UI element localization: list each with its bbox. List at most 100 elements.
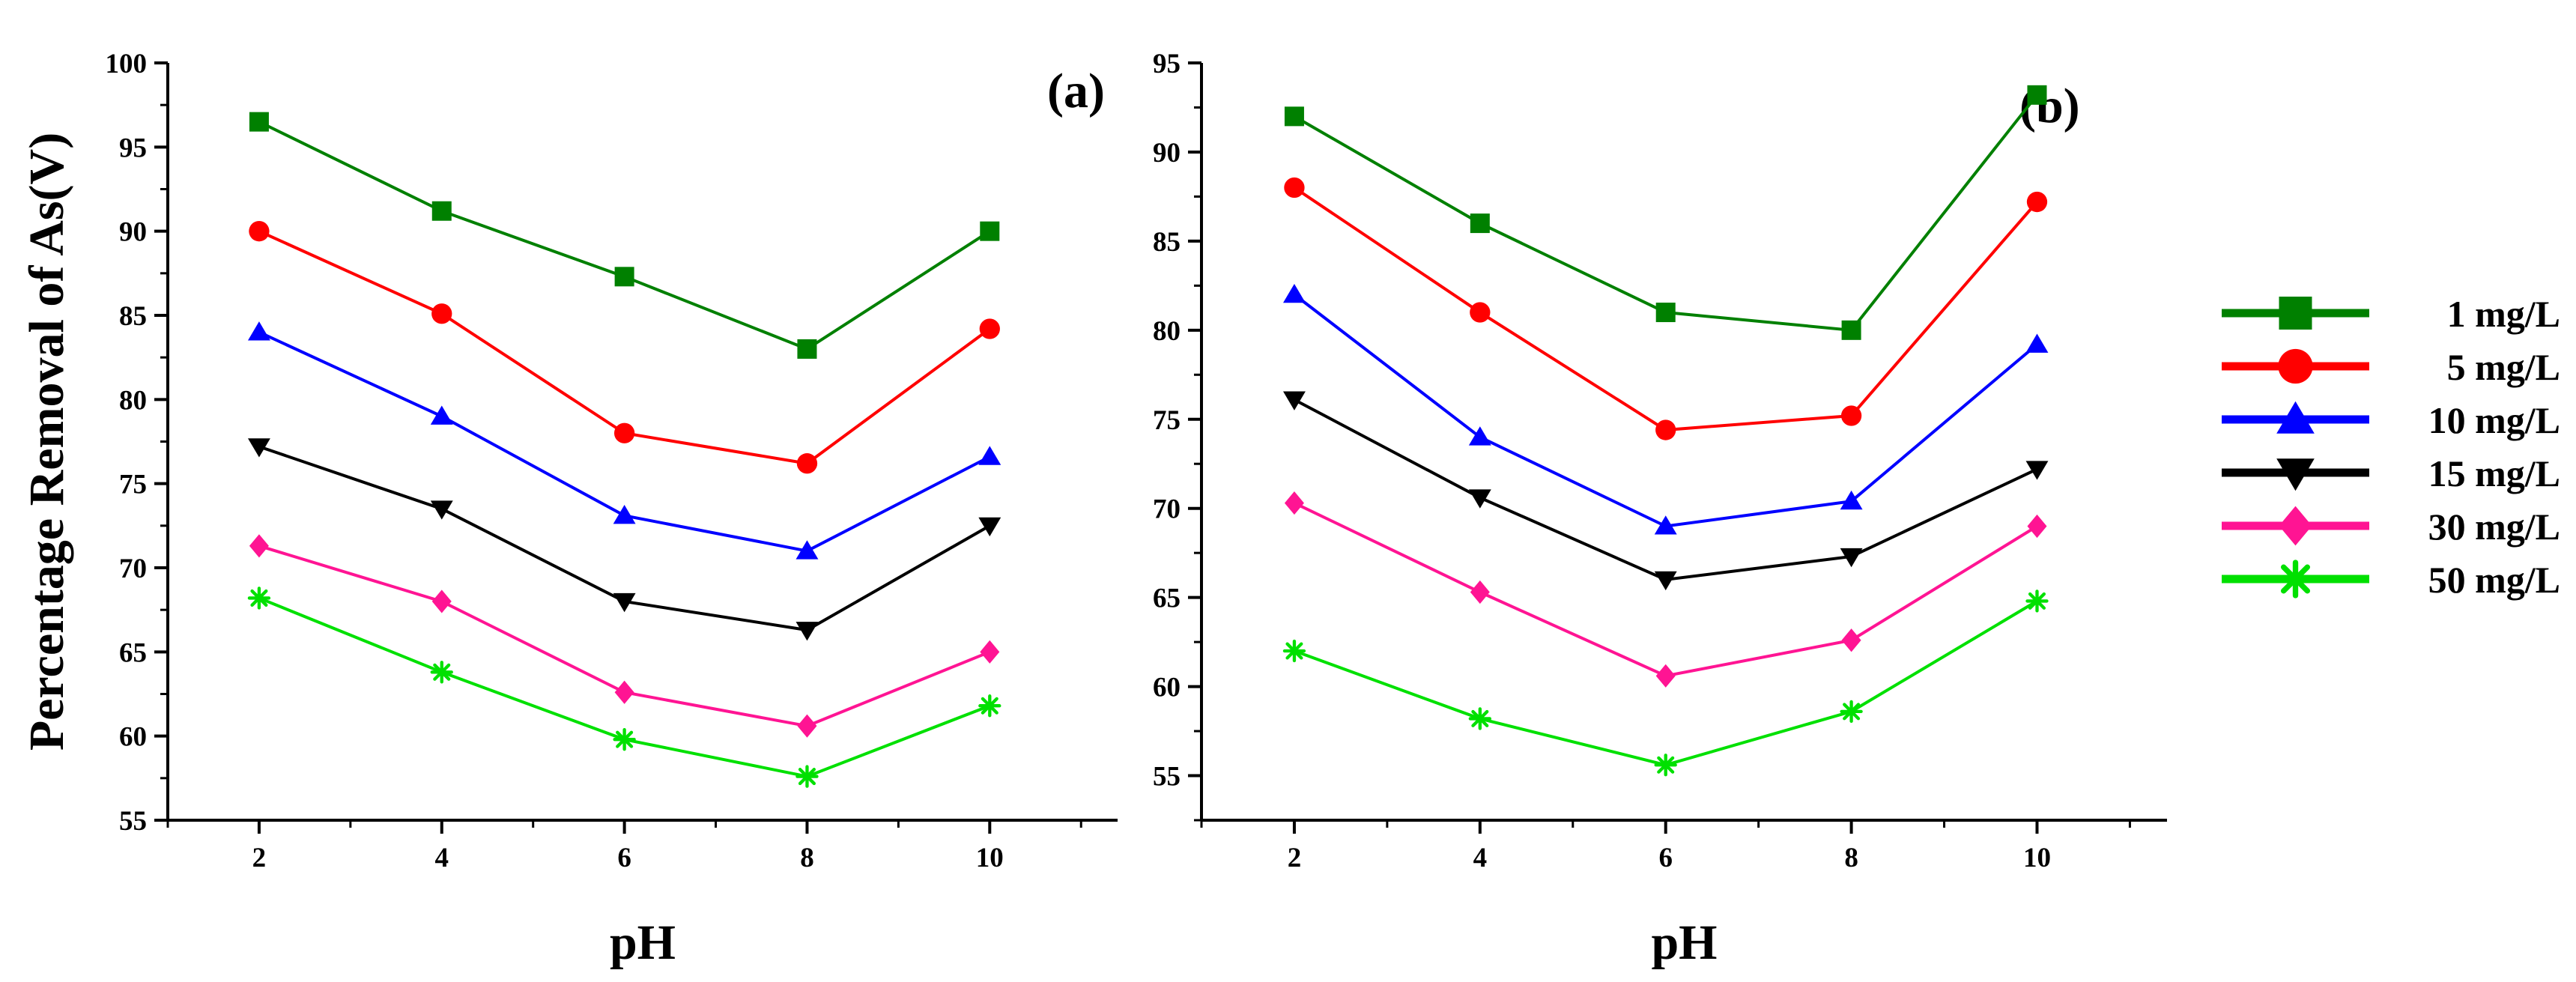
legend-entry: 15 mg/L <box>2222 452 2560 494</box>
data-point <box>613 505 636 524</box>
data-point <box>431 589 452 613</box>
legend-marker <box>2276 401 2315 434</box>
series-1-mg-l <box>249 112 1000 359</box>
y-tick-label: 60 <box>1153 673 1181 703</box>
data-point <box>796 453 818 474</box>
data-point <box>795 540 819 560</box>
y-tick-label: 90 <box>119 217 147 248</box>
legend-entry: 30 mg/L <box>2222 506 2560 548</box>
legend-marker <box>2276 560 2315 598</box>
data-point <box>1840 548 1863 568</box>
data-point <box>980 221 1000 241</box>
data-point <box>2027 85 2047 105</box>
data-point <box>2025 461 2049 480</box>
data-point-stroke <box>1285 642 1303 660</box>
data-point-stroke <box>1471 709 1489 727</box>
data-point <box>1655 303 1676 323</box>
data-point <box>431 303 452 324</box>
y-tick-label: 60 <box>119 722 147 753</box>
data-point <box>1282 639 1306 663</box>
data-point <box>797 339 817 359</box>
data-point <box>978 446 1001 465</box>
y-tick-label: 80 <box>1153 316 1181 347</box>
y-tick-label: 65 <box>1153 584 1181 614</box>
x-axis-title: pH <box>1651 915 1717 970</box>
data-point <box>614 267 634 287</box>
x-tick-label: 4 <box>1473 843 1488 873</box>
data-point <box>1284 177 1305 198</box>
data-point <box>2025 589 2049 613</box>
series-line <box>1293 94 2039 332</box>
data-point <box>1841 628 1861 652</box>
legend-label: 15 mg/L <box>2428 452 2560 494</box>
legend: 1 mg/L 5 mg/L 10 mg/L 15 mg/L 30 mg/L 50 mg/L <box>2222 293 2560 601</box>
data-point <box>1654 515 1677 535</box>
x-tick-label: 2 <box>1288 843 1302 873</box>
data-point <box>978 517 1001 537</box>
data-point-stroke <box>1657 756 1675 774</box>
data-point <box>247 587 271 610</box>
y-tick-label: 70 <box>1153 494 1181 525</box>
data-point <box>247 321 270 341</box>
data-point <box>430 500 453 520</box>
data-point <box>431 201 452 221</box>
data-point-stroke <box>250 589 268 607</box>
y-tick-label: 75 <box>119 470 147 500</box>
data-point <box>978 694 1001 718</box>
legend-marker-stroke <box>2280 564 2311 594</box>
legend-marker <box>2278 348 2313 384</box>
data-point <box>613 727 636 751</box>
data-point <box>1655 664 1676 688</box>
data-point-stroke <box>1843 703 1861 721</box>
data-point <box>249 221 270 242</box>
x-axis-title: pH <box>610 915 676 970</box>
y-tick-label: 55 <box>1153 762 1181 792</box>
data-point <box>613 422 635 443</box>
legend-label: 30 mg/L <box>2428 506 2560 548</box>
y-axis-title: Percentage Removal of As(V) <box>19 133 74 751</box>
x-tick-label: 6 <box>1658 843 1673 873</box>
data-point <box>1654 571 1677 591</box>
data-point <box>1470 302 1491 323</box>
series-5-mg-l <box>1284 177 2048 440</box>
x-tick-label: 4 <box>435 843 449 873</box>
series-line <box>258 120 991 351</box>
legend-label: 10 mg/L <box>2428 399 2560 441</box>
data-point <box>1468 489 1491 509</box>
y-tick-label: 65 <box>119 637 147 668</box>
series-15-mg-l <box>247 438 1001 641</box>
series-1-mg-l <box>1284 85 2047 340</box>
data-point <box>795 622 819 641</box>
data-point <box>795 765 819 788</box>
data-point <box>249 534 269 558</box>
series-50-mg-l <box>247 587 1001 788</box>
y-tick-label: 95 <box>119 133 147 163</box>
data-point <box>1284 106 1304 127</box>
data-point <box>1841 320 1861 340</box>
x-tick-label: 10 <box>2023 843 2051 873</box>
panel-a: 55 60 65 70 75 80 85 90 95 100 2 4 6 8 10 pH Percentage … <box>19 49 1118 970</box>
y-tick-label: 100 <box>106 49 148 79</box>
data-point <box>613 592 636 613</box>
data-point <box>2027 514 2047 539</box>
x-tick-label: 8 <box>800 843 814 873</box>
x-tick-label: 8 <box>1844 843 1858 873</box>
data-point <box>430 405 453 425</box>
series-30-mg-l <box>249 534 1000 738</box>
data-point <box>430 661 453 684</box>
data-point <box>1282 391 1306 410</box>
data-point <box>1468 707 1491 730</box>
y-tick-label: 85 <box>1153 227 1181 258</box>
data-point <box>2026 191 2048 213</box>
data-point <box>797 714 817 738</box>
series-10-mg-l <box>1282 283 2049 535</box>
y-tick-label: 75 <box>1153 405 1181 436</box>
data-point-stroke <box>798 768 816 786</box>
panel-label: (a) <box>1047 64 1105 118</box>
series-50-mg-l <box>1282 589 2049 777</box>
data-point <box>1468 426 1491 446</box>
data-point <box>1840 405 1862 426</box>
data-point <box>1470 213 1490 234</box>
